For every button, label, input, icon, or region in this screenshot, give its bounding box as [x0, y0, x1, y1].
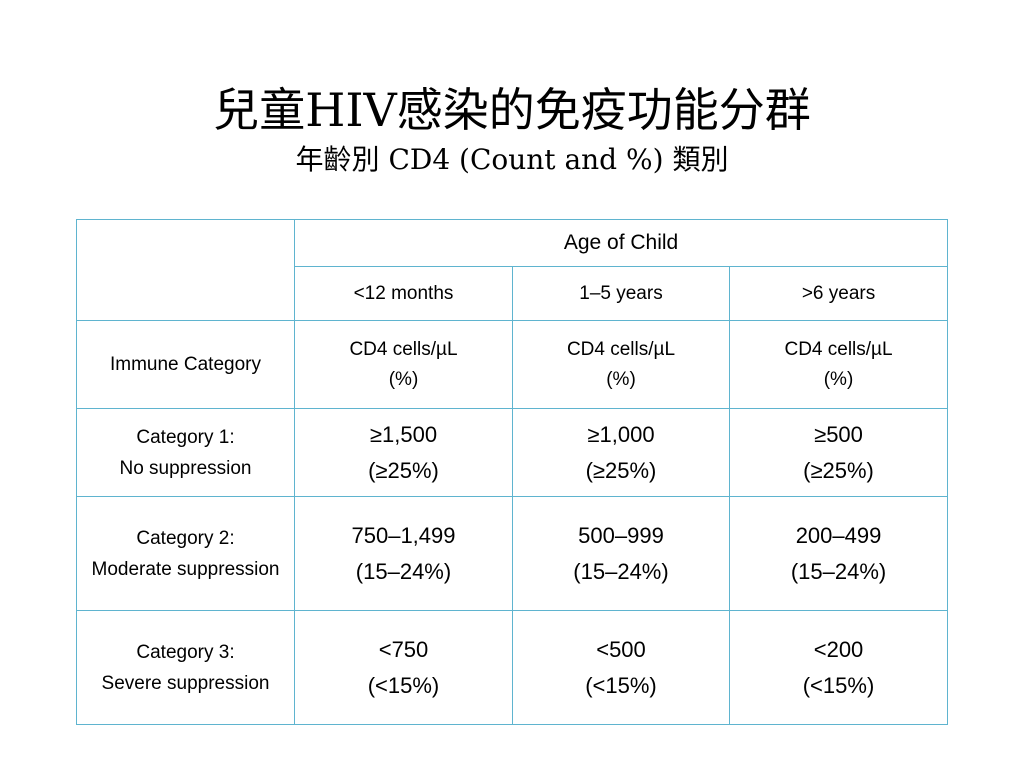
cd4-count: 500–999 [578, 522, 664, 548]
category-title: Category 3: [136, 641, 235, 663]
value-cell: ≥500 (≥25%) [728, 408, 949, 497]
value-cell: 200–499 (15–24%) [728, 496, 949, 611]
value-cell: ≥1,000 (≥25%) [512, 408, 730, 497]
value-cell: <500 (<15%) [512, 610, 730, 725]
unit-header: CD4 cells/µL (%) [728, 320, 949, 409]
age-of-child-header: Age of Child [293, 219, 949, 267]
cd4-percent: (15–24%) [790, 558, 887, 584]
cd4-percent: (≥25%) [585, 457, 657, 483]
slide-title: 兒童HIV感染的免疫功能分群 [213, 83, 811, 137]
value-cell: <750 (<15%) [294, 610, 513, 725]
category-title: Category 1: [136, 426, 235, 448]
age-group-header: >6 years [728, 266, 949, 321]
cd4-count: <200 [813, 636, 864, 662]
cd4-count: <750 [378, 636, 429, 662]
age-group-header: <12 months [294, 266, 513, 321]
cd4-percent: (15–24%) [355, 558, 452, 584]
cd4-percent: (≥25%) [803, 457, 874, 483]
cd4-category-table: Age of Child <12 months 1–5 years >6 yea… [76, 219, 949, 725]
unit-line: CD4 cells/µL [349, 338, 458, 360]
value-cell: 750–1,499 (15–24%) [294, 496, 513, 611]
unit-header: CD4 cells/µL (%) [512, 320, 730, 409]
corner-cell [76, 219, 295, 267]
table-row: <12 months 1–5 years >6 years [76, 266, 949, 321]
cd4-percent: (15–24%) [573, 558, 669, 584]
category-title: Category 2: [136, 527, 235, 549]
category-description: Severe suppression [101, 672, 270, 694]
cd4-count: ≥1,500 [369, 421, 438, 447]
immune-category-header: Immune Category [76, 320, 295, 409]
cd4-count: 750–1,499 [351, 522, 456, 548]
unit-header: CD4 cells/µL (%) [294, 320, 513, 409]
table-row: Immune Category CD4 cells/µL (%) CD4 cel… [76, 320, 949, 409]
cd4-percent: (≥25%) [368, 457, 439, 483]
category-description: Moderate suppression [91, 558, 280, 580]
cd4-count: ≥500 [814, 421, 863, 447]
cd4-percent: (<15%) [367, 672, 440, 698]
table-row: Category 3: Severe suppression <750 (<15… [76, 610, 949, 725]
table-row: Category 2: Moderate suppression 750–1,4… [76, 496, 949, 611]
unit-line: (%) [606, 368, 636, 390]
cd4-percent: (<15%) [585, 672, 657, 698]
category-label: Category 3: Severe suppression [76, 610, 295, 725]
slide-subtitle: 年齡別 CD4 (Count and %) 類別 [295, 143, 729, 176]
cd4-count: <500 [596, 636, 646, 662]
value-cell: ≥1,500 (≥25%) [294, 408, 513, 497]
value-cell: <200 (<15%) [728, 610, 949, 725]
category-label: Category 2: Moderate suppression [76, 496, 295, 611]
cd4-count: 200–499 [795, 522, 882, 548]
corner-cell [76, 266, 295, 321]
unit-line: CD4 cells/µL [784, 338, 893, 360]
unit-line: (%) [823, 368, 854, 390]
table-row: Age of Child [76, 219, 949, 267]
cd4-count: ≥1,000 [587, 421, 655, 447]
category-label: Category 1: No suppression [76, 408, 295, 497]
table-row: Category 1: No suppression ≥1,500 (≥25%)… [76, 408, 949, 497]
unit-line: CD4 cells/µL [566, 338, 676, 360]
age-group-header: 1–5 years [512, 266, 730, 321]
value-cell: 500–999 (15–24%) [512, 496, 730, 611]
unit-line: (%) [388, 368, 419, 390]
category-description: No suppression [119, 457, 252, 479]
cd4-percent: (<15%) [802, 672, 875, 698]
